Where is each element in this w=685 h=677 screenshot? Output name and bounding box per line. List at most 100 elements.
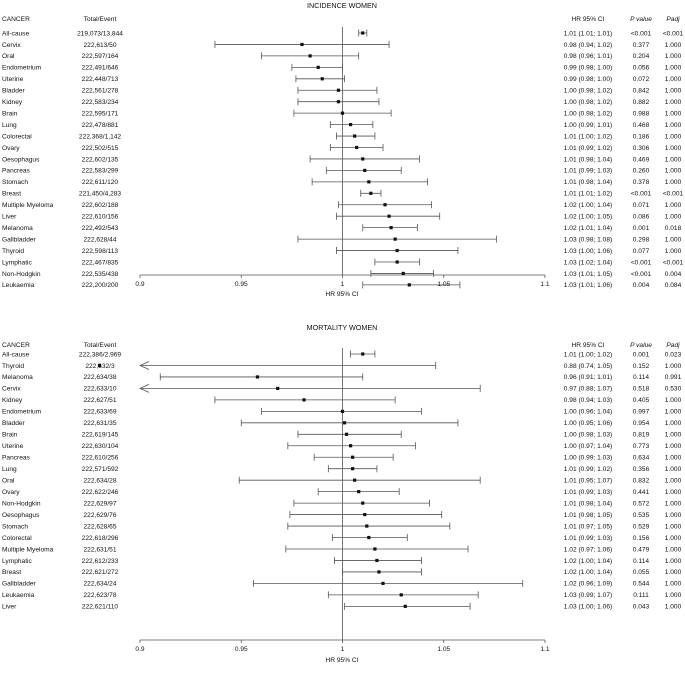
row-cancer-label: Oesophagus [2, 156, 40, 163]
ci-marks [97, 350, 524, 610]
x-tick-label: 0.9 [135, 646, 144, 653]
row-padj: 1.000 [665, 42, 682, 49]
row-padj: 1.000 [665, 409, 682, 416]
header-p-value: P value [630, 16, 652, 23]
hr-point [340, 409, 345, 413]
row-total-event: 222,583/299 [82, 168, 119, 175]
row-cancer-label: Multiple Myeloma [2, 546, 54, 553]
row-p-value: 0.114 [633, 374, 649, 381]
row-total-event: 222,633/69 [83, 409, 116, 416]
row-total-event: 222,622/246 [82, 489, 119, 496]
row-p-value: 0.004 [633, 282, 650, 289]
row-padj: 1.000 [665, 99, 682, 106]
x-tick-label: 1 [341, 646, 345, 653]
row-p-value: 0.111 [633, 592, 649, 599]
hr-point [395, 248, 399, 253]
row-padj: 1.000 [665, 133, 682, 140]
row-padj: 1.000 [665, 179, 682, 186]
row-cancer-label: Leukaemia [2, 592, 35, 599]
hr-point [361, 352, 365, 356]
row-total-event: 222,491/646 [82, 65, 119, 72]
row-padj: <0.001 [663, 30, 684, 37]
row-cancer-label: Stomach [2, 523, 28, 530]
row-padj: 1.000 [665, 88, 682, 95]
row-padj: <0.001 [663, 191, 684, 198]
row-cancer-label: Kidney [2, 397, 23, 404]
x-tick-label: 1 [341, 281, 345, 288]
row-cancer-label: Breast [2, 191, 21, 198]
hr-point [340, 111, 345, 115]
row-total-event: 222,492/543 [82, 225, 119, 232]
row-p-value: 0.954 [633, 420, 650, 427]
hr-point [375, 558, 379, 563]
row-total-event: 222,621/110 [82, 604, 119, 611]
hr-point [399, 593, 403, 597]
row-padj: 1.000 [665, 535, 682, 542]
hr-point [377, 570, 381, 574]
row-total-event: 222,633/10 [83, 386, 116, 393]
row-padj: 1.000 [665, 202, 682, 209]
hr-point [389, 226, 393, 230]
row-total-event: 222,386/2,969 [79, 351, 122, 358]
row-cancer-label: Ovary [2, 489, 20, 496]
hr-point [276, 386, 280, 391]
row-p-value: 0.152 [633, 363, 650, 370]
row-p-value: 0.378 [633, 179, 650, 186]
row-cancer-label: Uterine [2, 443, 24, 450]
row-cancer-label: Oesophagus [2, 512, 40, 519]
hr-point [349, 444, 353, 448]
row-total-event: 222,595/171 [82, 110, 119, 117]
row-cancer-label: Gallbladder [2, 581, 37, 588]
plot-area: 0.9 0.95 1 1.05 1.1 [135, 27, 550, 289]
hr-point [361, 501, 365, 505]
row-padj: 1.000 [665, 604, 682, 611]
row-p-value: <0.001 [631, 30, 652, 37]
row-total-event: 222,610/256 [82, 455, 119, 462]
hr-point [383, 203, 387, 207]
row-padj: 0.023 [665, 351, 682, 358]
row-hr-ci: 1.00 (0.99; 1.01) [564, 122, 612, 129]
row-p-value: 0.114 [633, 558, 649, 565]
plot-area: 0.9 0.95 1 1.05 1.1 [97, 348, 550, 653]
row-padj: <0.001 [663, 259, 684, 266]
row-cancer-label: Gallbladder [2, 236, 37, 243]
header-padj: Padj [666, 342, 680, 349]
hr-point [403, 604, 407, 608]
row-hr-ci: 1.02 (0.96; 1.09) [564, 581, 612, 588]
row-hr-ci: 1.00 (0.96; 1.04) [564, 409, 612, 416]
row-p-value: 0.518 [633, 386, 650, 393]
row-hr-ci: 1.01 (1.01; 1.01) [564, 30, 612, 37]
row-padj: 1.000 [665, 76, 682, 83]
row-hr-ci: 1.00 (0.97; 1.04) [564, 443, 612, 450]
ci-arrow-left [139, 384, 150, 393]
x-axis-ticks: 0.9 0.95 1 1.05 1.1 [135, 275, 550, 288]
row-padj: 1.000 [665, 420, 682, 427]
row-hr-ci: 1.01 (0.99; 1.03) [564, 168, 612, 175]
hr-point [308, 54, 312, 58]
row-cancer-label: All-cause [2, 351, 29, 358]
x-tick-label: 0.9 [135, 281, 144, 288]
row-total-event: 222,602/135 [82, 156, 119, 163]
row-p-value: 0.469 [633, 156, 650, 163]
row-hr-ci: 1.01 (1.01; 1.02) [564, 191, 612, 198]
row-total-event: 222,628/44 [83, 236, 116, 243]
rows-group: All-cause 219,073/13,844 1.01 (1.01; 1.01)… [2, 30, 684, 289]
row-total-event: 222,634/24 [83, 581, 116, 588]
row-p-value: 0.071 [633, 202, 650, 209]
hr-point [344, 432, 349, 436]
row-hr-ci: 1.03 (1.00; 1.06) [564, 604, 612, 611]
hr-point [353, 134, 357, 138]
row-p-value: 0.468 [633, 122, 650, 129]
header-total-event: Total/Event [84, 342, 117, 349]
row-p-value: 0.819 [633, 432, 650, 439]
row-p-value: 0.479 [633, 546, 650, 553]
row-p-value: 0.842 [633, 88, 650, 95]
hr-point [363, 168, 367, 172]
row-hr-ci: 0.98 (0.94; 1.03) [564, 397, 612, 404]
row-total-event: 222,502/515 [82, 145, 119, 152]
row-total-event: 222,628/65 [83, 523, 116, 530]
hr-point [367, 535, 371, 540]
row-hr-ci: 0.88 (0.74; 1.05) [564, 363, 612, 370]
row-total-event: 222,598/113 [82, 248, 119, 255]
